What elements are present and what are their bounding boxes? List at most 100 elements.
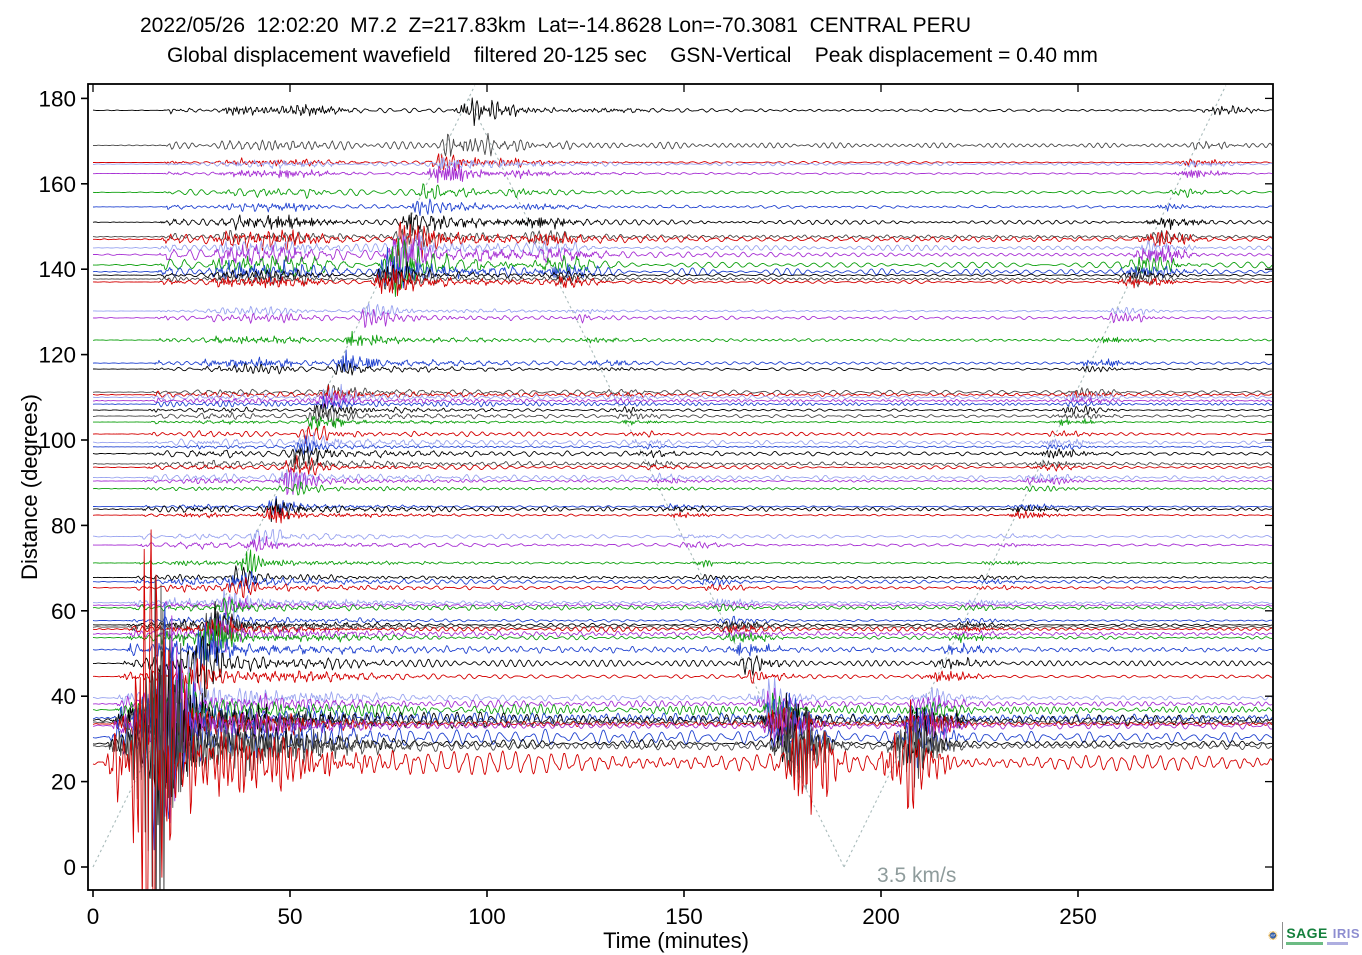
- y-tick-label: 80: [51, 513, 76, 538]
- seismogram-trace: [92, 425, 1273, 444]
- seismogram-trace: [92, 622, 1273, 799]
- seismogram-trace: [92, 549, 1273, 576]
- y-tick-label: 180: [38, 86, 76, 111]
- nsf-sunburst-spike: [1270, 937, 1272, 940]
- seismogram-trace: [92, 238, 1273, 297]
- seismogram-trace: [92, 383, 1273, 412]
- seismogram-trace: [92, 615, 1273, 824]
- seismogram-trace: [92, 391, 1273, 409]
- seismogram-trace: [92, 225, 1273, 248]
- seismogram-trace: [92, 330, 1273, 347]
- seismogram-trace: [92, 349, 1273, 372]
- sage-tagline-bar: [1286, 941, 1324, 945]
- velocity-label: 3.5 km/s: [877, 864, 957, 887]
- seismogram-trace: [92, 597, 1273, 620]
- seismogram-trace: [93, 455, 1273, 476]
- seismogram-trace: [92, 435, 1273, 455]
- seismogram-trace: [93, 157, 1273, 171]
- seismogram-trace: [93, 303, 1273, 318]
- seismogram-trace: [92, 635, 1273, 721]
- seismogram-trace: [92, 269, 1272, 291]
- x-tick-label: 200: [862, 904, 900, 929]
- seismogram-trace: [92, 610, 1273, 648]
- seismogram-trace: [92, 649, 1273, 781]
- seismogram-trace: [92, 498, 1273, 523]
- seismogram-trace: [92, 432, 1273, 453]
- seismogram-trace: [93, 601, 1273, 642]
- nsf-sunburst-spike: [1270, 930, 1272, 933]
- y-tick-label: 160: [38, 172, 76, 197]
- iris-tagline-bar: [1327, 941, 1349, 945]
- seismogram-trace: [93, 565, 1273, 587]
- seismogram-trace: [92, 308, 1272, 328]
- seismogram-trace: [93, 162, 1273, 184]
- seismogram-trace: [92, 618, 1273, 655]
- seismogram-trace: [93, 672, 1273, 748]
- nsf-sunburst-spike: [1274, 937, 1276, 940]
- y-tick-label: 20: [51, 770, 76, 795]
- seismogram-trace: [92, 132, 1273, 157]
- seismogram-trace: [93, 384, 1273, 403]
- nsf-sunburst-spike: [1269, 931, 1271, 934]
- seismogram-trace: [93, 362, 1272, 376]
- seismogram-trace: [93, 570, 1273, 594]
- nsf-sunburst-spike: [1269, 936, 1271, 939]
- seismogram-trace: [92, 616, 1272, 642]
- y-axis-title: Distance (degrees): [17, 394, 42, 580]
- y-tick-label: 140: [38, 257, 76, 282]
- figure-subtitle: Global displacement wavefield filtered 2…: [167, 44, 1098, 67]
- seismogram-trace: [92, 596, 1273, 616]
- seismogram-trace: [92, 183, 1273, 200]
- y-tick-label: 120: [38, 343, 76, 368]
- seismogram-trace: [92, 403, 1273, 418]
- seismogram-trace: [92, 212, 1273, 234]
- nsf-sunburst-spike: [1275, 931, 1277, 934]
- logo-divider: [1281, 921, 1283, 949]
- seismogram-trace: [93, 221, 1273, 261]
- seismogram-trace: [92, 618, 1273, 661]
- x-axis-title: Time (minutes): [603, 928, 749, 953]
- seismogram-trace: [93, 468, 1273, 495]
- seismogram-trace: [93, 416, 1273, 432]
- seismogram-trace: [93, 261, 1273, 285]
- y-tick-label: 60: [51, 599, 76, 624]
- seismogram-trace: [93, 268, 1273, 297]
- seismogram-trace: [93, 198, 1273, 216]
- seismogram-trace: [92, 589, 1273, 620]
- seismogram-trace: [92, 446, 1273, 466]
- plot-area: [92, 85, 1273, 890]
- seismogram-trace: [92, 612, 1273, 628]
- y-tick-label: 40: [51, 684, 76, 709]
- seismogram-trace: [93, 395, 1273, 410]
- seismogram-trace: [92, 535, 1273, 552]
- seismogram-trace: [92, 97, 1273, 127]
- y-tick-label: 0: [63, 855, 76, 880]
- seismogram-trace: [92, 505, 1273, 524]
- nsf-sunburst-spike: [1275, 936, 1277, 939]
- nsf-sunburst-spike: [1274, 930, 1276, 933]
- figure-title: 2022/05/26 12:02:20 M7.2 Z=217.83km Lat=…: [140, 14, 972, 37]
- seismogram-trace: [93, 231, 1273, 286]
- x-tick-label: 100: [468, 904, 506, 929]
- nsf-logo-icon: NSF: [1268, 930, 1278, 940]
- seismogram-trace: [92, 576, 1272, 599]
- seismogram-trace: [92, 654, 1273, 745]
- seismogram-trace: [92, 529, 1273, 546]
- footer-logo: NSF SAGE IRIS: [1268, 918, 1360, 952]
- seismogram-trace: [93, 469, 1273, 488]
- plot-frame: [87, 83, 1274, 891]
- x-tick-label: 150: [665, 904, 703, 929]
- iris-logo-text: IRIS: [1332, 925, 1360, 941]
- seismogram-trace: [92, 455, 1273, 471]
- seismogram-trace: [93, 153, 1273, 172]
- sage-logo-text: SAGE: [1286, 924, 1328, 941]
- seismogram-trace: [92, 623, 1272, 668]
- seismogram-trace: [92, 246, 1273, 289]
- x-tick-label: 250: [1059, 904, 1097, 929]
- x-tick-label: 50: [277, 904, 302, 929]
- seismogram-trace: [93, 658, 1273, 695]
- seismogram-trace: [92, 529, 1273, 890]
- y-tick-label: 100: [38, 428, 76, 453]
